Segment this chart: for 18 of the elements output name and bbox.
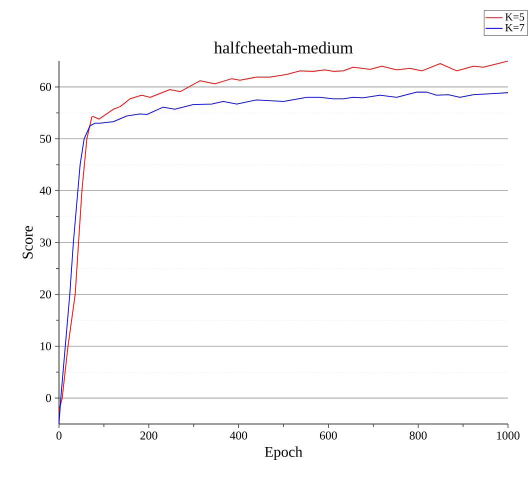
x-tick-label: 600 xyxy=(320,432,337,440)
y-axis-title: Score xyxy=(22,226,33,259)
y-tick-label: 30 xyxy=(40,238,52,247)
y-tick-label: 20 xyxy=(40,290,52,298)
x-tick-label: 1000 xyxy=(497,432,520,440)
x-tick-label: 400 xyxy=(230,432,248,440)
chart-title: halfcheetah-medium xyxy=(214,41,353,54)
legend-label: K=7 xyxy=(505,24,524,32)
y-tick-label: 60 xyxy=(40,82,52,91)
x-tick-label: 0 xyxy=(56,432,62,440)
y-tick-label: 50 xyxy=(40,134,52,143)
legend-label: K=5 xyxy=(505,13,524,21)
y-tick-label: 0 xyxy=(46,394,52,402)
x-tick-label: 800 xyxy=(410,432,427,440)
y-tick-label: 10 xyxy=(40,342,52,350)
x-tick-label: 200 xyxy=(140,432,158,440)
y-tick-label: 40 xyxy=(40,186,52,195)
x-axis-title: Epoch xyxy=(264,446,302,460)
